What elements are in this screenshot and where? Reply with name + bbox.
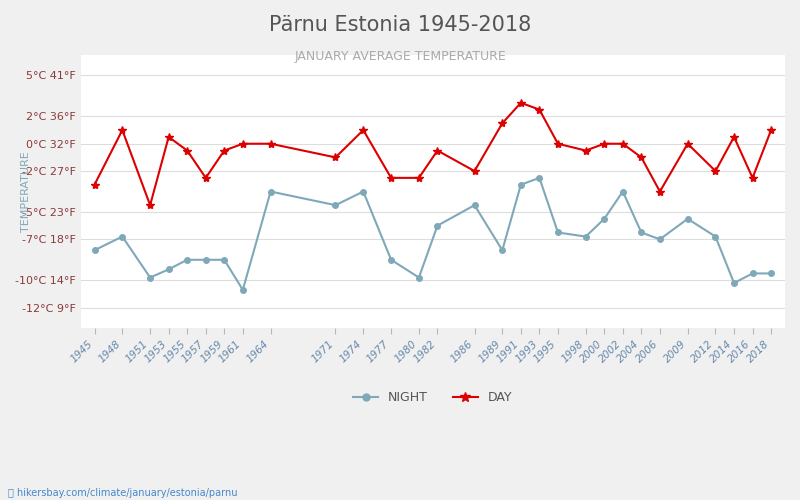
Y-axis label: TEMPERATURE: TEMPERATURE	[22, 151, 31, 232]
NIGHT	[766, 270, 776, 276]
NIGHT	[201, 257, 210, 263]
DAY	[730, 134, 739, 140]
NIGHT	[386, 257, 396, 263]
NIGHT	[618, 188, 628, 194]
NIGHT	[581, 234, 590, 239]
DAY	[766, 127, 776, 133]
NIGHT	[599, 216, 609, 222]
NIGHT	[498, 247, 507, 253]
DAY	[534, 106, 544, 112]
DAY	[330, 154, 340, 160]
Text: Pärnu Estonia 1945-2018: Pärnu Estonia 1945-2018	[269, 15, 531, 35]
DAY	[146, 202, 155, 208]
DAY	[164, 134, 174, 140]
DAY	[201, 175, 210, 181]
NIGHT	[146, 274, 155, 280]
DAY	[433, 148, 442, 154]
NIGHT	[553, 230, 562, 235]
NIGHT	[90, 247, 99, 253]
DAY	[386, 175, 396, 181]
DAY	[599, 140, 609, 146]
DAY	[581, 148, 590, 154]
DAY	[238, 140, 248, 146]
Line: DAY: DAY	[90, 98, 775, 210]
DAY	[553, 140, 562, 146]
NIGHT	[516, 182, 526, 188]
DAY	[710, 168, 720, 174]
NIGHT	[358, 188, 368, 194]
DAY	[266, 140, 275, 146]
NIGHT	[710, 234, 720, 239]
DAY	[118, 127, 127, 133]
DAY	[498, 120, 507, 126]
DAY	[90, 182, 99, 188]
DAY	[219, 148, 229, 154]
DAY	[637, 154, 646, 160]
NIGHT	[164, 266, 174, 272]
NIGHT	[748, 270, 758, 276]
DAY	[748, 175, 758, 181]
DAY	[618, 140, 628, 146]
NIGHT	[330, 202, 340, 208]
NIGHT	[433, 222, 442, 228]
DAY	[182, 148, 192, 154]
NIGHT	[730, 280, 739, 286]
NIGHT	[266, 188, 275, 194]
NIGHT	[118, 234, 127, 239]
NIGHT	[534, 175, 544, 181]
DAY	[683, 140, 693, 146]
Legend: NIGHT, DAY: NIGHT, DAY	[348, 386, 518, 409]
NIGHT	[414, 274, 424, 280]
NIGHT	[683, 216, 693, 222]
Text: 🌐 hikersbay.com/climate/january/estonia/parnu: 🌐 hikersbay.com/climate/january/estonia/…	[8, 488, 238, 498]
DAY	[414, 175, 424, 181]
NIGHT	[655, 236, 665, 242]
NIGHT	[637, 230, 646, 235]
NIGHT	[182, 257, 192, 263]
DAY	[470, 168, 479, 174]
NIGHT	[238, 287, 248, 293]
NIGHT	[219, 257, 229, 263]
DAY	[655, 188, 665, 194]
Line: NIGHT: NIGHT	[92, 175, 774, 292]
Text: JANUARY AVERAGE TEMPERATURE: JANUARY AVERAGE TEMPERATURE	[294, 50, 506, 63]
NIGHT	[470, 202, 479, 208]
DAY	[516, 100, 526, 106]
DAY	[358, 127, 368, 133]
